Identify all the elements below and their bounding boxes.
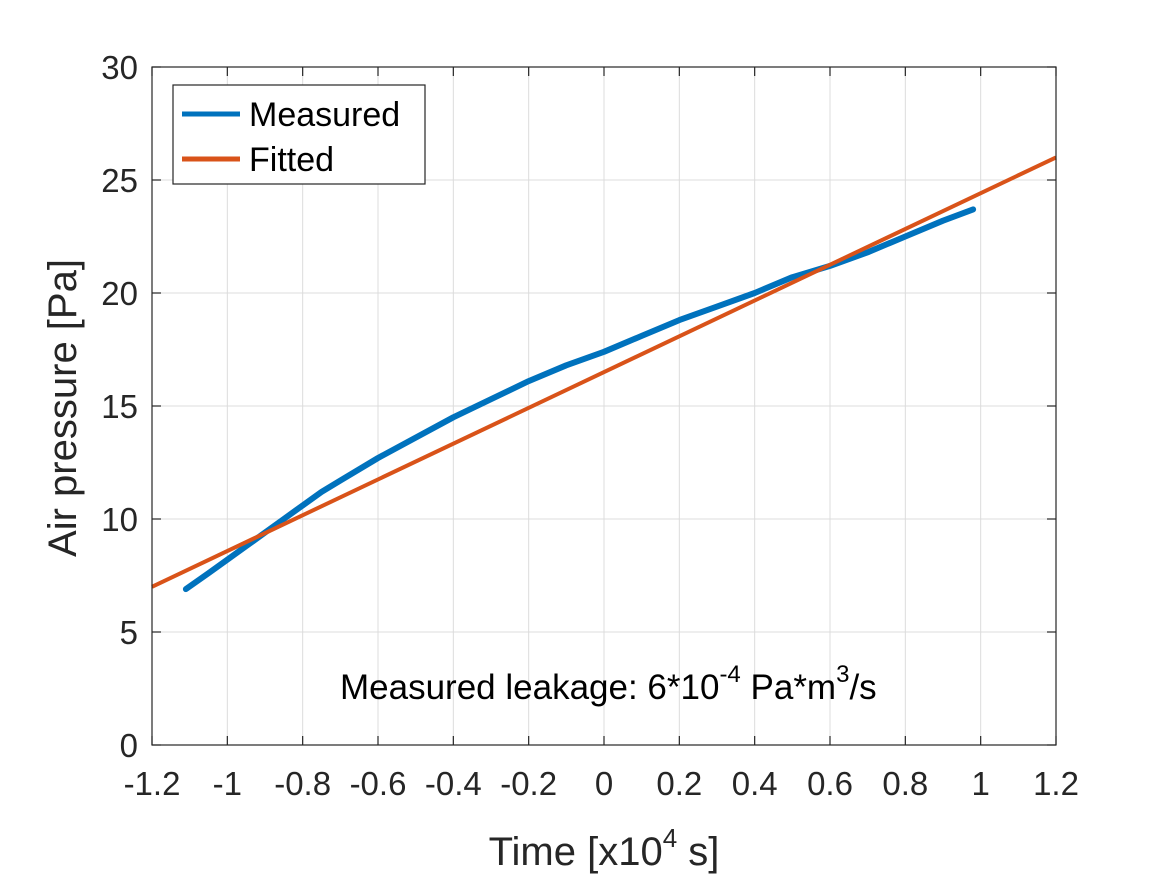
- x-tick-label: 0.6: [807, 765, 853, 802]
- x-tick-label: -0.8: [274, 765, 331, 802]
- x-tick-label: -1: [213, 765, 242, 802]
- x-tick-label: -0.6: [350, 765, 407, 802]
- y-tick-label: 30: [101, 49, 138, 86]
- x-tick-label: 0.8: [882, 765, 928, 802]
- y-tick-label: 5: [120, 614, 138, 651]
- legend-label-fitted: Fitted: [249, 141, 334, 179]
- x-tick-label: 0: [595, 765, 613, 802]
- ticks: -1.2 -1 -0.8 -0.6 -0.4 -0.2 0 0.2 0.4 0.6 0.8 1 1.2 0…: [101, 49, 1079, 802]
- x-tick-label: 0.2: [656, 765, 702, 802]
- legend-box: [172, 84, 426, 185]
- leakage-annotation: Measured leakage: 6*10-4 Pa*m3/s: [340, 661, 877, 707]
- x-tick-label: -0.2: [500, 765, 557, 802]
- x-axis-title: Time [x104 s]: [489, 823, 720, 874]
- annotation-superscript-power: 3: [836, 661, 849, 688]
- x-tick-label: 1.2: [1033, 765, 1079, 802]
- series-layer: [151, 155, 1057, 593]
- y-tick-label: 0: [120, 727, 138, 764]
- legend: Measured Fitted: [172, 84, 426, 185]
- legend-label-measured: Measured: [249, 96, 400, 134]
- y-axis-title: Air pressure [Pa]: [41, 259, 85, 557]
- y-tick-label: 15: [101, 388, 138, 425]
- x-tick-label: -0.4: [425, 765, 482, 802]
- y-tick-label: 25: [101, 162, 138, 199]
- x-tick-label: 1: [971, 765, 989, 802]
- annotation-superscript-exponent: -4: [719, 661, 740, 688]
- x-tick-label: -1.2: [124, 765, 181, 802]
- grid: [151, 66, 1057, 746]
- series-line-fitted: [151, 155, 1057, 589]
- x-axis-title-superscript: 4: [663, 823, 677, 853]
- y-tick-label: 20: [101, 275, 138, 312]
- x-tick-label: 0.4: [732, 765, 778, 802]
- y-tick-label: 10: [101, 501, 138, 538]
